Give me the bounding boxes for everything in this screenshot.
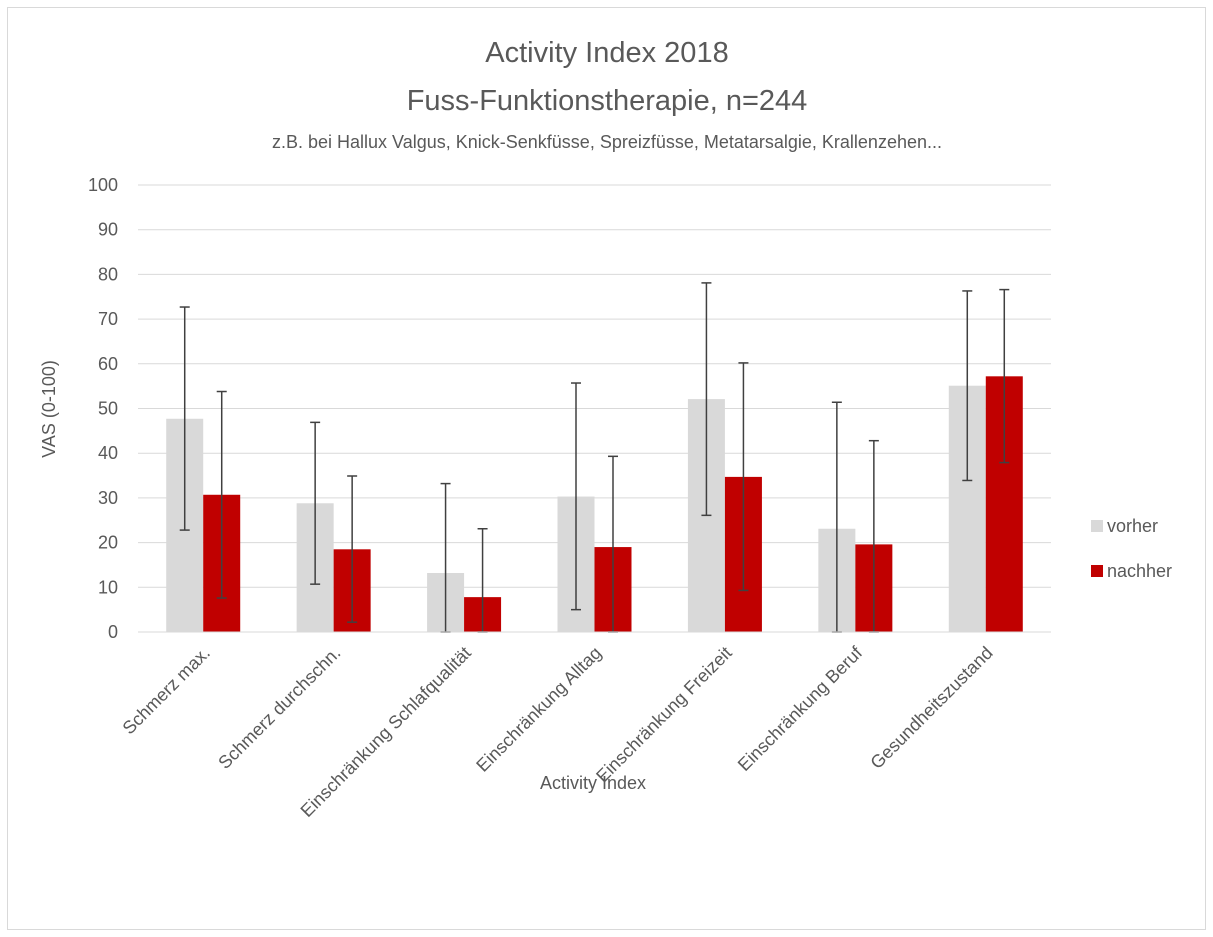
- y-axis-title: VAS (0-100): [39, 360, 59, 458]
- legend-swatch-vorher: [1091, 520, 1103, 532]
- x-tick-label: Schmerz max.: [119, 643, 214, 738]
- y-tick-label: 100: [88, 175, 118, 195]
- y-tick-label: 50: [98, 399, 118, 419]
- y-tick-label: 90: [98, 220, 118, 240]
- chart-area: Activity Index 2018 Fuss-Funktionstherap…: [7, 7, 1206, 930]
- x-tick-label: Schmerz durchschn.: [214, 643, 344, 773]
- y-tick-label: 60: [98, 354, 118, 374]
- x-tick-label: Einschränkung Beruf: [734, 642, 867, 775]
- legend-swatch-nachher: [1091, 565, 1103, 577]
- x-axis-title: Activity Index: [540, 773, 646, 793]
- y-tick-label: 0: [108, 622, 118, 642]
- bar-chart: Activity Index 2018 Fuss-Funktionstherap…: [39, 37, 1172, 821]
- legend-label-vorher: vorher: [1107, 516, 1158, 536]
- legend-label-nachher: nachher: [1107, 561, 1172, 581]
- y-tick-label: 40: [98, 443, 118, 463]
- chart-title: Activity Index 2018: [485, 37, 728, 69]
- chart-subtitle: z.B. bei Hallux Valgus, Knick-Senkfüsse,…: [272, 132, 942, 152]
- y-tick-label: 20: [98, 533, 118, 553]
- chart-title-line2: Fuss-Funktionstherapie, n=244: [407, 85, 808, 117]
- y-tick-label: 10: [98, 577, 118, 597]
- x-tick-label: Einschränkung Freizeit: [592, 643, 736, 787]
- x-tick-label: Gesundheitszustand: [866, 643, 996, 773]
- y-tick-label: 30: [98, 488, 118, 508]
- y-tick-label: 80: [98, 264, 118, 284]
- x-tick-label: Einschränkung Alltag: [472, 643, 605, 776]
- y-tick-label: 70: [98, 309, 118, 329]
